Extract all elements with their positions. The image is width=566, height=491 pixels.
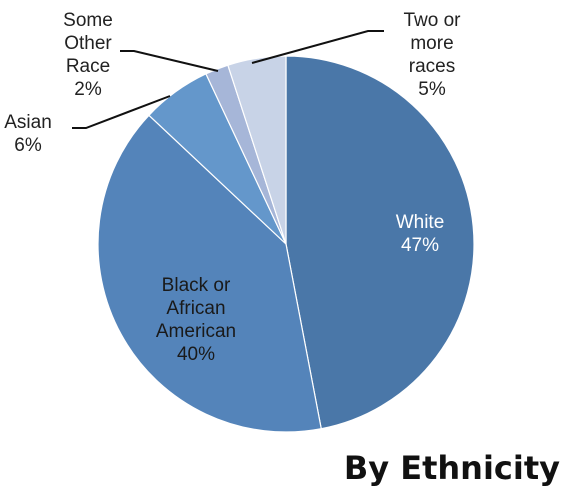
slice-label: Black or African American 40% [156,275,236,365]
slice-label: Some Other Race 2% [63,10,113,100]
pie-slice [285,55,475,430]
leader-line [72,95,171,129]
pie-slice [97,114,322,433]
slice-label: White 47% [396,212,445,256]
leader-line [120,50,219,72]
chart-title: By Ethnicity [343,449,560,487]
slice-label: Asian 6% [4,112,52,156]
leader-lines [72,30,384,129]
slice-label: Two or more races 5% [403,10,461,100]
slice-labels: White 47% Black or African American 40% Asian 6… [4,10,461,365]
pie-slice [227,55,287,245]
leader-line [251,30,384,64]
pie-slices [97,55,475,433]
